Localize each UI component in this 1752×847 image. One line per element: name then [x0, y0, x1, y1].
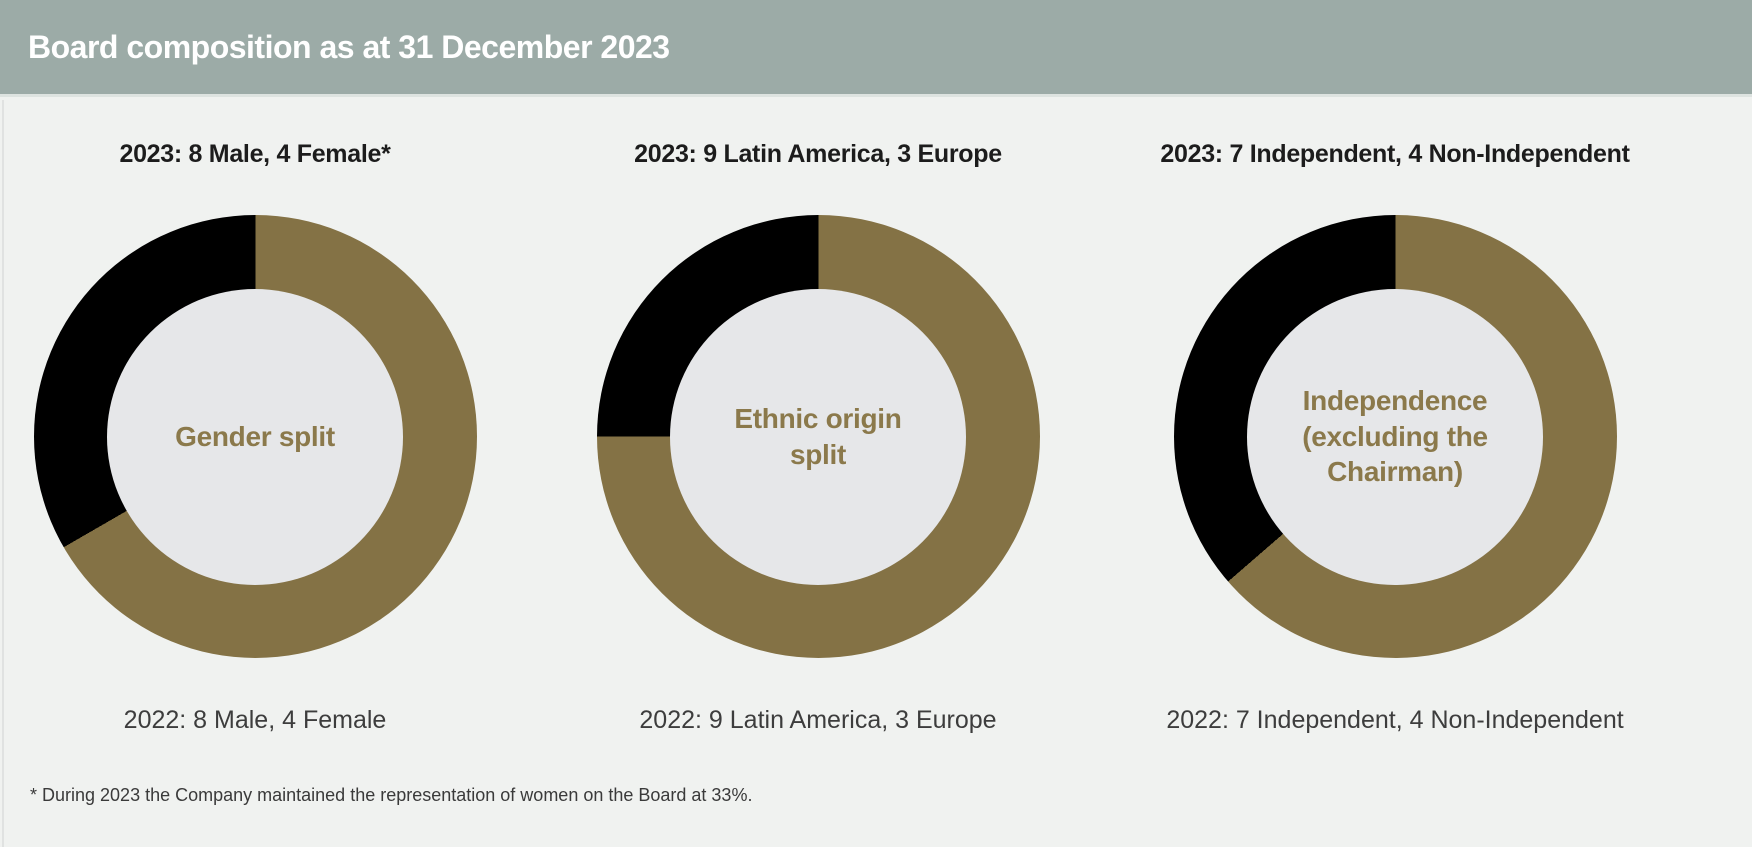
donut-chart-column: 2023: 9 Latin America, 3 Europe Ethnic o… — [578, 140, 1058, 735]
chart-subtitle-2022: 2022: 8 Male, 4 Female — [123, 706, 387, 734]
donut-chart-column: 2023: 7 Independent, 4 Non-Independent I… — [1110, 140, 1680, 735]
donut-center-label: Gender split — [175, 420, 335, 452]
chart-subtitle-2022: 2022: 7 Independent, 4 Non-Independent — [1166, 706, 1624, 734]
donut-chart: Gender split — [33, 215, 477, 658]
footnote: * During 2023 the Company maintained the… — [30, 785, 753, 805]
chart-title-2023: 2023: 8 Male, 4 Female* — [119, 140, 391, 168]
chart-title-2023: 2023: 7 Independent, 4 Non-Independent — [1160, 140, 1630, 168]
donut-chart: Ethnic origin split — [596, 215, 1040, 658]
donut-hole: Ethnic origin split — [670, 288, 966, 585]
donut-center-label: Independence (excluding the Chairman) — [1302, 384, 1488, 488]
donut-chart-column: 2023: 8 Male, 4 Female* Gender split 202… — [15, 140, 495, 735]
header-bar: Board composition as at 31 December 2023 — [0, 0, 1752, 97]
left-edge-divider — [2, 100, 4, 847]
page-title: Board composition as at 31 December 2023 — [28, 28, 670, 65]
donut-hole: Gender split — [107, 288, 403, 585]
donut-hole: Independence (excluding the Chairman) — [1247, 288, 1543, 585]
donut-chart: Independence (excluding the Chairman) — [1173, 215, 1617, 658]
donut-center-label: Ethnic origin split — [734, 402, 902, 470]
chart-title-2023: 2023: 9 Latin America, 3 Europe — [634, 140, 1002, 168]
chart-subtitle-2022: 2022: 9 Latin America, 3 Europe — [639, 706, 997, 734]
